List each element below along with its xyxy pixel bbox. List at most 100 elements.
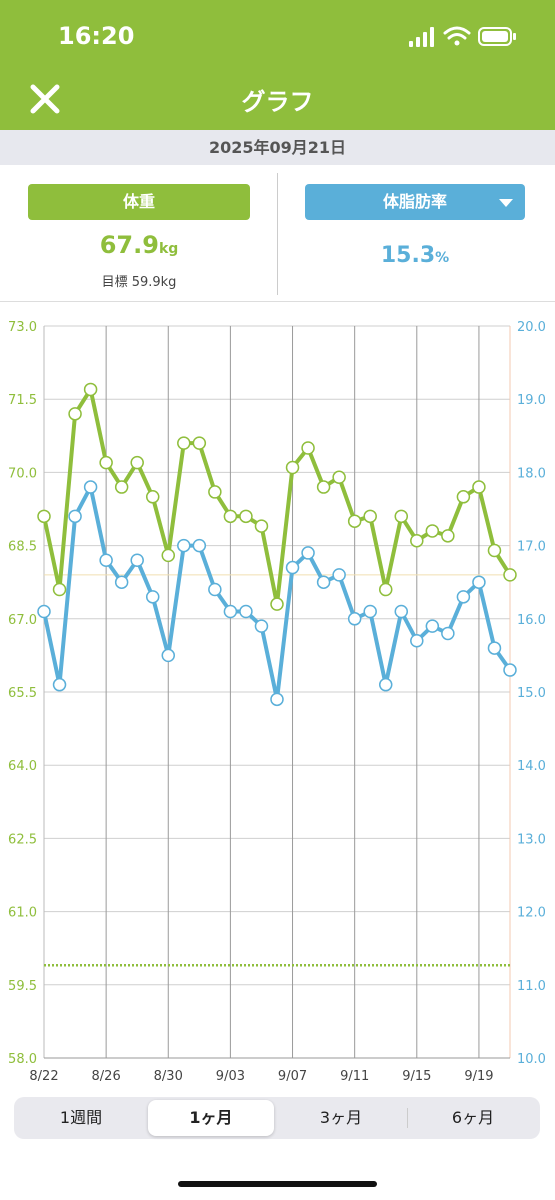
body-fat-point xyxy=(487,641,502,655)
weight-point xyxy=(316,480,331,494)
weight-point xyxy=(177,436,191,450)
weight-point xyxy=(394,509,409,524)
weight-point xyxy=(487,543,502,558)
body-fat-point xyxy=(347,612,362,626)
chart-points xyxy=(37,382,517,707)
body-fat-value: 15.3% xyxy=(305,243,525,268)
body-fat-point xyxy=(472,575,486,589)
right-tick-label: 12.0 xyxy=(517,906,546,921)
left-tick-label: 61.0 xyxy=(8,906,37,921)
wifi-icon xyxy=(443,26,471,46)
weight-point xyxy=(223,509,238,524)
right-tick-label: 16.0 xyxy=(517,613,546,628)
body-fat-point xyxy=(254,619,269,633)
goal-text: 目標 59.9kg xyxy=(101,275,177,290)
left-tick-label: 70.0 xyxy=(8,466,37,481)
chevron-down-icon xyxy=(499,199,513,207)
period-6month[interactable]: 6ヶ月 xyxy=(451,1108,495,1127)
weight-point xyxy=(52,582,67,597)
weight-point xyxy=(456,490,471,504)
weight-number: 67.9 xyxy=(99,231,159,259)
weight-point xyxy=(208,485,222,499)
body-fat-point xyxy=(145,590,160,604)
body-fat-point xyxy=(68,509,82,524)
x-tick-label: 9/19 xyxy=(464,1069,493,1084)
metrics-panel: 体重 67.9kg 目標 59.9kg 体脂肪率 15.3% xyxy=(0,165,555,302)
left-tick-label: 64.0 xyxy=(8,759,37,774)
weight-point xyxy=(270,597,284,611)
right-tick-label: 17.0 xyxy=(517,540,546,555)
period-1week[interactable]: 1週間 xyxy=(59,1108,103,1127)
right-tick-label: 11.0 xyxy=(517,979,546,994)
weight-point xyxy=(472,480,486,494)
body-fat-point xyxy=(83,480,98,494)
date-label: 2025年09月21日 xyxy=(0,130,555,165)
status-time: 16:20 xyxy=(58,22,135,50)
body-fat-point xyxy=(270,692,284,707)
body-fat-point xyxy=(456,590,471,604)
period-selector: 1週間 1ヶ月 3ヶ月 6ヶ月 xyxy=(14,1097,540,1139)
weight-point xyxy=(363,509,377,524)
x-tick-label: 9/07 xyxy=(278,1069,307,1084)
period-3month[interactable]: 3ヶ月 xyxy=(319,1108,363,1127)
weight-point xyxy=(301,441,315,455)
x-tick-label: 8/26 xyxy=(92,1069,121,1084)
body-fat-point xyxy=(285,560,300,575)
weight-point xyxy=(99,455,113,470)
body-fat-unit: % xyxy=(435,250,450,266)
weight-point xyxy=(161,548,176,563)
weight-point xyxy=(239,509,253,524)
weight-unit: kg xyxy=(158,241,179,257)
body-fat-point xyxy=(441,626,455,641)
left-tick-label: 58.0 xyxy=(8,1052,37,1067)
right-tick-label: 10.0 xyxy=(517,1052,546,1067)
body-fat-point xyxy=(208,582,222,597)
body-fat-point xyxy=(425,619,440,633)
right-axis-labels: 20.0 19.0 18.0 17.0 16.0 15.0 14.0 13.0 12.0 11.0… xyxy=(517,320,546,1067)
body-fat-point xyxy=(394,604,409,619)
body-fat-point xyxy=(52,677,67,692)
body-fat-point xyxy=(99,553,113,567)
weight-point xyxy=(68,407,82,421)
body-fat-point xyxy=(161,648,176,663)
weight-point xyxy=(254,519,269,533)
x-tick-label: 8/30 xyxy=(154,1069,183,1084)
weight-button[interactable]: 体重 xyxy=(28,184,250,220)
status-icons xyxy=(409,26,516,47)
body-fat-point xyxy=(130,553,144,567)
weight-point xyxy=(332,470,346,485)
x-axis-labels: 8/22 8/26 8/30 9/03 9/07 9/11 9/15 9/19 xyxy=(29,1069,493,1084)
battery-icon xyxy=(478,27,516,46)
weight-value: 67.9kg xyxy=(28,231,250,259)
body-fat-point xyxy=(177,538,191,553)
nav-bar: グラフ xyxy=(0,70,555,130)
body-fat-point xyxy=(503,663,517,677)
body-fat-point xyxy=(223,604,238,619)
body-fat-point xyxy=(301,546,315,560)
left-tick-label: 59.5 xyxy=(8,979,37,994)
right-tick-label: 13.0 xyxy=(517,832,546,847)
divider xyxy=(277,173,278,295)
x-tick-label: 8/22 xyxy=(29,1069,58,1084)
left-tick-label: 62.5 xyxy=(8,832,37,847)
right-tick-label: 14.0 xyxy=(517,759,546,774)
body-fat-point xyxy=(114,575,129,589)
left-tick-label: 67.0 xyxy=(8,613,37,628)
x-tick-label: 9/11 xyxy=(340,1069,369,1084)
segment-divider xyxy=(407,1108,408,1128)
weight-point xyxy=(441,529,455,543)
period-1month[interactable]: 1ヶ月 xyxy=(148,1100,274,1136)
signal-icon xyxy=(409,27,434,47)
weight-point xyxy=(130,455,144,470)
body-fat-button-label: 体脂肪率 xyxy=(382,192,447,211)
left-tick-label: 68.5 xyxy=(8,540,37,555)
right-tick-label: 18.0 xyxy=(517,466,546,481)
close-icon[interactable] xyxy=(28,82,62,116)
status-bar: 16:20 xyxy=(0,0,555,70)
left-axis-labels: 73.0 71.5 70.0 68.5 67.0 65.5 64.0 62.5 61.0 59.5… xyxy=(8,320,37,1067)
x-tick-label: 9/03 xyxy=(216,1069,245,1084)
body-fat-point xyxy=(410,634,424,648)
body-fat-dropdown[interactable]: 体脂肪率 xyxy=(305,184,525,220)
x-tick-label: 9/15 xyxy=(402,1069,431,1084)
weight-point xyxy=(410,533,424,548)
